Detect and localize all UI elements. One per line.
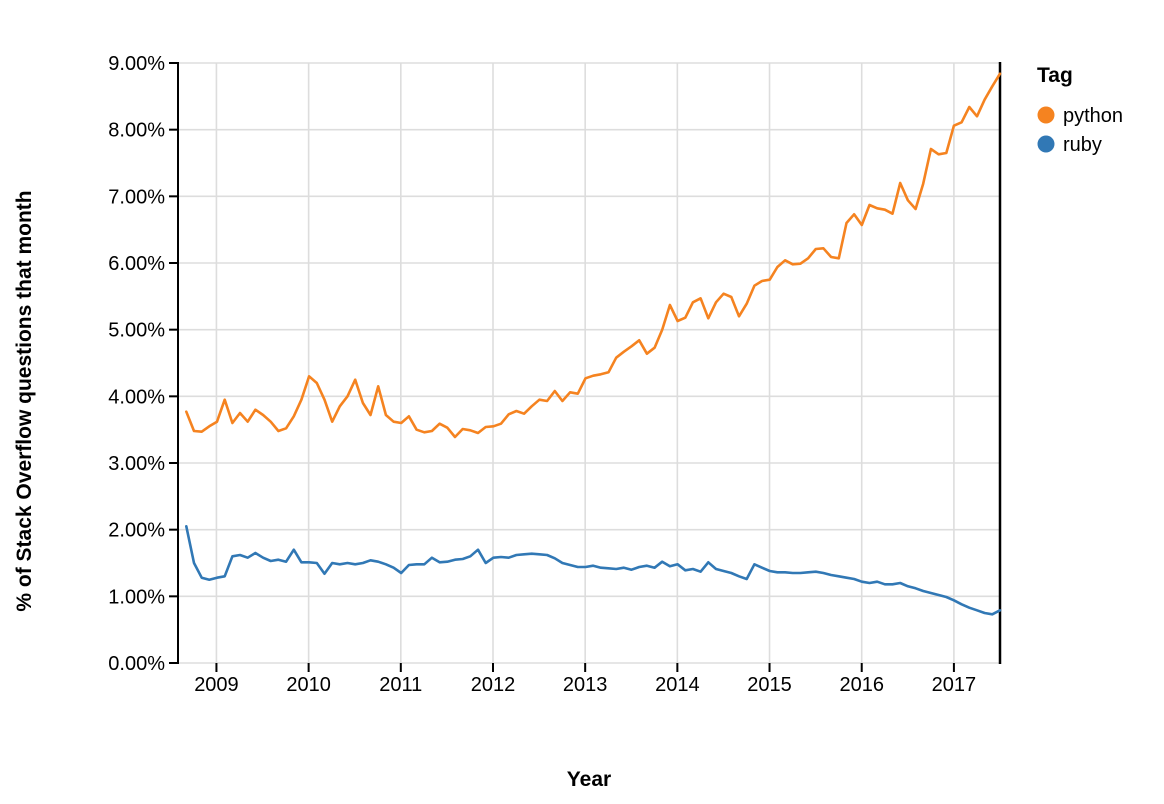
y-tick-label: 4.00% [108,386,165,408]
y-tick-label: 6.00% [108,253,165,275]
legend-swatch-ruby [1037,135,1055,153]
series-line-ruby [185,524,1002,616]
y-tick-label: 7.00% [108,186,165,208]
legend-label: ruby [1063,134,1102,156]
x-tick-label: 2014 [655,674,700,696]
axes [169,62,1002,672]
series-line-python [185,72,1002,439]
x-tick-label: 2016 [839,674,884,696]
y-tick-label: 0.00% [108,653,165,675]
x-tick-label: 2010 [286,674,331,696]
x-tick-label: 2017 [932,674,977,696]
x-tick-label: 2015 [747,674,792,696]
y-tick-label: 8.00% [108,120,165,142]
x-tick-label: 2011 [379,674,422,696]
y-tick-label: 9.00% [108,53,165,75]
x-axis-title: Year [567,768,611,791]
x-tick-label: 2013 [563,674,608,696]
y-tick-label: 5.00% [108,320,165,342]
legend-swatch-python [1037,106,1055,124]
data-series [185,72,1002,616]
y-tick-label: 1.00% [108,586,165,608]
legend: Tag python ruby [1037,64,1123,156]
legend-item-python: python [1037,105,1123,127]
tick-labels: 0.00% 1.00% 2.00% 3.00% 4.00% 5.00% 6.00% 7.00%… [108,53,976,696]
legend-label: python [1063,105,1123,127]
legend-item-ruby: ruby [1037,134,1102,156]
gridlines [178,62,1001,664]
y-axis-title: % of Stack Overflow questions that month [13,190,36,611]
y-tick-label: 3.00% [108,453,165,475]
x-tick-label: 2012 [471,674,516,696]
x-tick-label: 2009 [194,674,239,696]
y-tick-label: 2.00% [108,520,165,542]
legend-title: Tag [1037,64,1073,87]
